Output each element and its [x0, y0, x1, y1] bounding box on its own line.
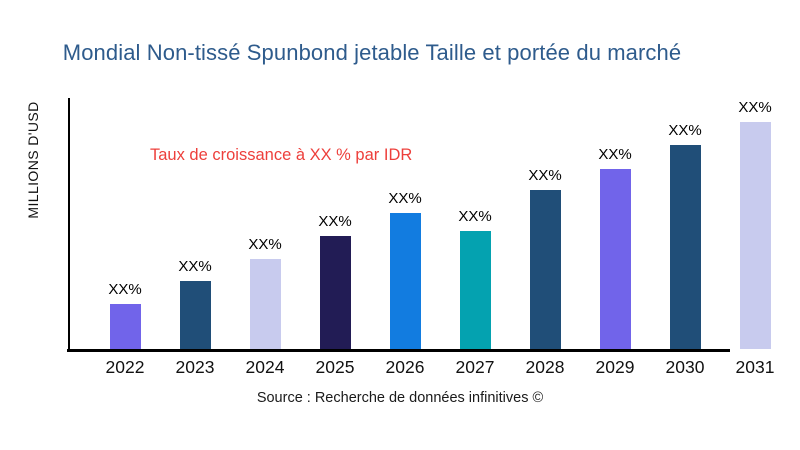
bar-2022 — [109, 304, 141, 349]
x-tick-label-2023: 2023 — [175, 357, 215, 377]
bar-value-label-2031: XX% — [738, 99, 772, 116]
x-tick-label-2022: 2022 — [105, 357, 145, 377]
x-tick-label-2028: 2028 — [525, 357, 565, 377]
bar-value-label-2027: XX% — [458, 208, 492, 225]
source-caption: Source : Recherche de données infinitive… — [256, 390, 544, 406]
bar-2023 — [179, 281, 211, 349]
x-tick-label-2027: 2027 — [455, 357, 495, 377]
bar-value-label-2024: XX% — [248, 236, 282, 253]
bar-value-label-2025: XX% — [318, 213, 352, 230]
bar-value-label-2022: XX% — [108, 281, 142, 298]
growth-rate-annotation: Taux de croissance à XX % par IDR — [150, 146, 413, 164]
x-tick-label-2025: 2025 — [315, 357, 355, 377]
x-tick-label-2024: 2024 — [245, 357, 285, 377]
bar-2030 — [669, 145, 701, 349]
bar-value-label-2030: XX% — [668, 122, 702, 139]
bar-2026 — [389, 213, 421, 349]
chart-title: Mondial Non-tissé Spunbond jetable Taill… — [62, 40, 682, 65]
x-tick-label-2030: 2030 — [665, 357, 705, 377]
bar-value-label-2029: XX% — [598, 146, 632, 163]
bar-value-label-2028: XX% — [528, 167, 562, 184]
bar-2029 — [599, 169, 631, 349]
x-axis-line — [67, 349, 730, 352]
bar-value-label-2023: XX% — [178, 258, 212, 275]
x-tick-label-2031: 2031 — [735, 357, 775, 377]
y-axis-line — [68, 98, 70, 351]
bar-2028 — [529, 190, 561, 349]
x-tick-label-2026: 2026 — [385, 357, 425, 377]
bar-2025 — [319, 236, 351, 349]
x-tick-label-2029: 2029 — [595, 357, 635, 377]
bar-2024 — [249, 259, 281, 349]
bar-2027 — [459, 231, 491, 349]
bar-value-label-2026: XX% — [388, 190, 422, 207]
bar-2031 — [739, 122, 771, 349]
